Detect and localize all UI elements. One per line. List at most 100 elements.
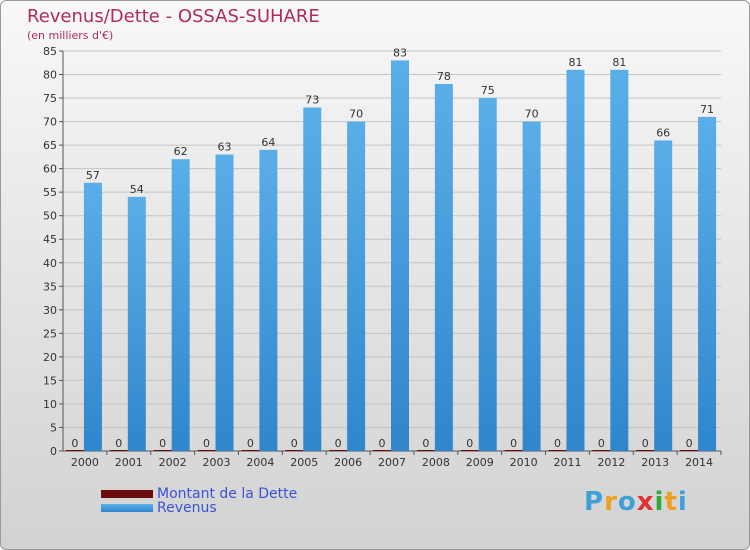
data-label-dette: 0 [642,437,649,450]
data-label-dette: 0 [335,437,342,450]
bar-dette [285,450,304,451]
logo-letter: P [584,487,605,517]
bar-dette [592,450,611,451]
bar-revenus [478,98,497,451]
bar-revenus [171,159,190,451]
bars [65,60,717,452]
data-label-dette: 0 [422,437,429,450]
data-label-revenus: 75 [481,84,495,97]
data-label-dette: 0 [291,437,298,450]
data-label-revenus: 73 [305,93,319,106]
data-label-revenus: 64 [261,136,275,149]
bar-revenus [83,182,102,451]
y-tick-label: 85 [43,45,57,58]
data-label-revenus: 63 [218,141,232,154]
data-label-revenus: 81 [568,56,582,69]
data-label-revenus: 62 [174,145,188,158]
bar-dette [373,450,391,451]
bar-revenus [698,116,717,451]
y-tick-label: 25 [43,327,57,340]
legend-item-revenus: Revenus [101,500,297,516]
bar-dette [680,450,699,451]
bar-dette [329,450,348,451]
logo-letter: i [677,487,688,517]
bar-dette [460,450,479,451]
data-label-revenus: 57 [86,169,100,182]
x-tick-label: 2003 [203,456,231,469]
y-tick-label: 75 [43,92,57,105]
data-label-dette: 0 [686,437,693,450]
bar-dette [504,450,523,451]
x-tick-label: 2008 [422,456,450,469]
legend: Montant de la Dette Revenus [101,486,298,516]
x-tick-label: 2007 [378,456,406,469]
y-tick-label: 50 [43,210,57,223]
data-label-revenus: 83 [393,46,407,59]
y-tick-label: 15 [43,374,57,387]
x-tick-label: 2001 [115,456,143,469]
bar-revenus [610,69,629,451]
data-label-revenus: 70 [349,108,363,121]
proxiti-logo: Proxiti [584,487,688,517]
legend-swatch-dette [101,490,153,498]
legend-item-dette: Montant de la Dette [101,486,298,502]
logo-letter: i [654,487,665,517]
x-tick-label: 2009 [466,456,494,469]
y-tick-label: 30 [43,304,57,317]
legend-swatch-revenus [101,504,153,512]
legend-label-dette: Montant de la Dette [157,486,298,502]
data-label-dette: 0 [71,437,78,450]
bar-dette [153,450,172,451]
data-label-dette: 0 [510,437,517,450]
bar-dette [636,450,655,451]
data-label-dette: 0 [203,437,210,450]
data-label-revenus: 78 [437,70,451,83]
x-tick-label: 2014 [685,456,713,469]
bar-revenus [303,107,322,452]
data-label-revenus: 70 [525,108,539,121]
logo-letter: x [636,487,655,517]
bar-revenus [259,149,278,451]
y-tick-label: 55 [43,186,57,199]
x-tick-label: 2004 [246,456,274,469]
y-tick-label: 5 [50,421,57,434]
bar-revenus [566,69,585,451]
bar-dette [109,450,128,451]
chart-subtitle: (en milliers d'€) [27,29,114,42]
x-tick-label: 2006 [334,456,362,469]
chart-title: Revenus/Dette - OSSAS-SUHARE [27,6,320,27]
bar-revenus [215,154,234,451]
x-tick-label: 2012 [597,456,625,469]
x-tick-label: 2000 [71,456,99,469]
x-tick-label: 2010 [510,456,538,469]
y-tick-label: 0 [50,445,57,458]
y-tick-label: 20 [43,351,57,364]
x-tick-label: 2005 [290,456,318,469]
bar-revenus [654,140,673,452]
bar-revenus [434,83,453,452]
y-tick-label: 60 [43,163,57,176]
data-label-revenus: 71 [700,103,714,116]
data-label-dette: 0 [379,437,386,450]
logo-letter: r [604,487,618,517]
data-label-dette: 0 [554,437,561,450]
x-tick-label: 2002 [159,456,187,469]
data-label-revenus: 81 [612,56,626,69]
bar-dette [65,450,84,451]
y-tick-label: 10 [43,398,57,411]
bar-dette [197,450,216,451]
y-tick-label: 80 [43,69,57,82]
data-label-revenus: 66 [656,126,670,139]
bar-revenus [522,121,541,452]
x-tick-label: 2013 [641,456,669,469]
data-label-dette: 0 [598,437,605,450]
y-tick-label: 70 [43,116,57,129]
bar-revenus [127,196,146,451]
bar-revenus [347,121,366,452]
y-tick-label: 40 [43,257,57,270]
logo-letter: t [664,487,678,517]
data-labels: 0 57 0 54 0 62 0 63 0 64 0 73 0 70 0 83 0 78 0 75 0 70 0 81 0 81 0… [71,46,714,450]
bar-dette [241,450,260,451]
y-tick-label: 35 [43,280,57,293]
